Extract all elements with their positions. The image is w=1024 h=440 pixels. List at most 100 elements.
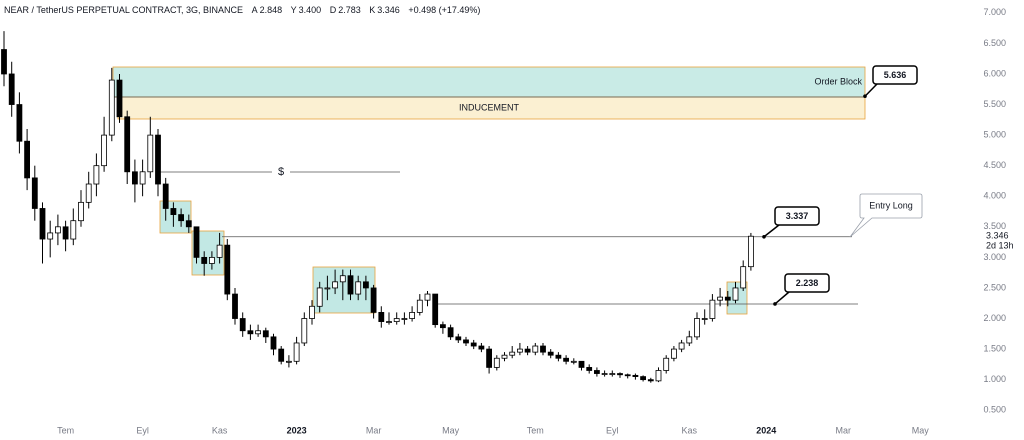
high-key: Y [290,5,297,15]
candle-body [208,256,215,264]
candle-body [678,342,685,350]
candle-body [55,226,61,234]
candle-body [124,116,131,173]
callout-dot [863,94,867,99]
candle-body [671,348,677,359]
x-tick-label: May [912,425,930,435]
x-tick-label: Eyl [136,425,149,435]
callout-label: 2.238 [796,278,819,288]
callout-box [774,206,820,226]
candle-body [193,226,200,258]
candle-body [524,348,531,353]
candle-body [694,318,700,338]
candle-body [324,287,331,290]
callout-pointer [774,291,790,305]
candle-body [416,299,423,313]
x-tick-label: Tem [527,425,544,435]
candle-body [339,275,346,283]
candle-body [155,134,161,185]
candle-body [709,299,716,319]
x-tick-label: Kas [212,425,228,435]
candle-body [517,348,523,353]
candle-body [162,183,169,209]
y-tick-label: 1.000 [983,374,1006,384]
candle-body [62,226,69,240]
candle-body [586,367,593,371]
candle-body [570,360,577,363]
candle-body [432,293,439,326]
candle-body [70,220,77,240]
candle-body [139,171,146,185]
y-tick-label: 3.000 [983,252,1006,262]
candle-body [724,296,731,301]
candle-body [78,201,84,222]
candle-body [355,281,362,295]
candle-body [224,244,231,295]
candle-body [439,324,446,329]
candle-body [547,351,554,356]
candle-body [647,379,654,382]
candle-body [16,104,23,142]
candle-body [232,293,238,319]
candle-body [85,183,92,203]
candle-body [278,348,285,362]
candle-body [47,232,54,240]
candle-body [478,345,485,350]
callout-pointer [864,83,878,97]
open-key: A [251,5,258,15]
candle-body [247,330,254,335]
candle-body [632,374,639,377]
candle-body [293,342,300,362]
liquidity-label: $ [278,166,284,178]
y-tick-label: 1.500 [983,343,1006,353]
candle-body [178,214,185,222]
candle-body [493,357,500,368]
candle-body [108,79,115,136]
x-tick-label: Mar [836,425,852,435]
close-key: K [369,5,376,15]
candle-body [555,354,562,359]
x-tick-label: May [442,425,460,435]
candle-body [601,373,608,375]
candle-body [578,360,585,368]
entry-label: Entry Long [869,200,913,210]
candle-body [401,318,408,320]
candle-body [393,318,400,322]
consolidation-box [159,200,192,234]
candle-body [1,49,7,75]
candle-body [93,165,100,185]
x-tick-label: Eyl [606,425,619,435]
candle-body [663,357,670,371]
y-tick-label: 5.000 [983,129,1006,139]
candle-body [332,281,339,289]
order-block-label: Order Block [814,76,862,86]
inducement-label: INDUCEMENT [459,102,520,112]
candle-body [409,312,416,319]
candle-body [255,330,262,335]
callout-box [872,65,918,85]
callout-label: 3.337 [786,211,809,221]
candle-body [362,281,369,289]
entry-bubble [849,193,923,238]
callout-box [784,273,830,293]
y-tick-label: 4.000 [983,191,1006,201]
callout-dot [762,234,766,239]
close-value: 3.346 [377,5,400,15]
open-value: 2.848 [259,5,283,15]
candle-body [378,312,385,322]
candle-body [131,171,138,185]
symbol: NEAR / TetherUS PERPETUAL CONTRACT, 3G, … [4,5,244,15]
candle-body [309,305,315,319]
order-block-zone [112,66,866,98]
y-tick-label: 7.000 [983,7,1006,17]
high-value: 3.400 [298,5,322,15]
candle-body [8,73,15,105]
candle-body [540,345,546,353]
y-tick-label: 2.500 [983,282,1006,292]
x-tick-label: 2023 [287,425,307,435]
x-tick-label: Mar [366,425,382,435]
candle-body [732,287,739,301]
candle-body [147,134,154,173]
y-tick-label: 6.000 [983,68,1006,78]
